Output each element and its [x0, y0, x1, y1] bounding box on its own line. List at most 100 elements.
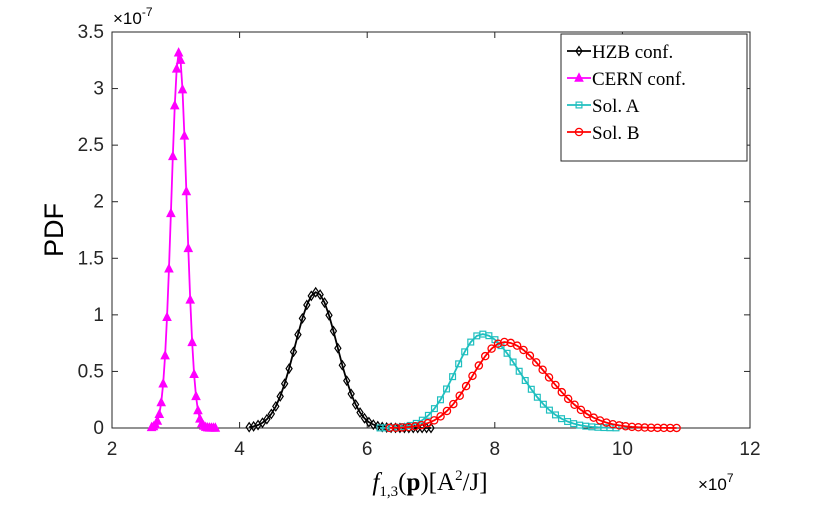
square-marker [443, 385, 451, 393]
diamond-marker [320, 297, 329, 309]
x-tick-label: 8 [490, 439, 501, 460]
triangle-marker [175, 54, 186, 64]
diamond-marker [347, 388, 355, 400]
square-marker [545, 406, 553, 414]
circle-marker [512, 341, 522, 350]
triangle-marker [210, 422, 221, 432]
circle-marker [487, 344, 496, 353]
legend-entry: CERN conf. [567, 69, 686, 90]
diamond-marker [356, 407, 364, 418]
svg-text:×10-7: ×10-7 [113, 5, 153, 28]
circle-marker [627, 422, 637, 432]
circle-marker [551, 380, 560, 390]
x-tick-label: 2 [107, 439, 118, 460]
legend-label: HZB conf. [592, 42, 673, 63]
series-line [151, 52, 216, 429]
circle-marker [519, 345, 528, 355]
diamond-marker [316, 289, 324, 301]
diamond-marker [276, 390, 284, 402]
circle-marker [666, 423, 675, 433]
diamond-marker [338, 359, 347, 371]
triangle-marker [185, 294, 196, 304]
diamond-marker [272, 400, 280, 412]
square-marker [455, 360, 463, 368]
circle-marker [653, 423, 662, 433]
diamond-marker [369, 419, 378, 431]
y-axis-label: PDF [39, 203, 69, 257]
diamond-marker [298, 312, 307, 324]
circle-marker [442, 406, 452, 416]
diamond-marker [294, 329, 302, 341]
diamond-marker [575, 45, 583, 57]
circle-marker [404, 422, 413, 432]
circle-marker [468, 371, 477, 381]
y-tick-label: 3 [93, 79, 104, 100]
circle-marker [429, 416, 439, 425]
triangle-marker [154, 408, 165, 418]
x-tick-label: 6 [362, 439, 373, 460]
diamond-marker [267, 408, 276, 420]
square-marker [449, 373, 457, 381]
circle-marker [576, 405, 586, 415]
diamond-marker [263, 413, 271, 425]
y-tick-label: 3.5 [78, 22, 104, 43]
y-tick-label: 1.5 [78, 248, 104, 269]
diamond-marker [280, 378, 289, 390]
circle-marker [659, 423, 669, 433]
circle-marker [474, 361, 484, 370]
triangle-marker [171, 63, 182, 73]
x-tick-label: 4 [234, 439, 245, 460]
circle-marker [583, 409, 592, 419]
svg-text:f1,3(p)[A2/J]: f1,3(p)[A2/J] [372, 468, 487, 500]
legend-entry: Sol. B [567, 123, 640, 144]
circle-marker [646, 423, 656, 432]
circle-marker [455, 391, 464, 400]
diamond-marker [258, 417, 267, 429]
square-marker [436, 396, 444, 404]
circle-marker [385, 423, 394, 433]
square-marker [503, 349, 511, 357]
square-marker [527, 385, 535, 393]
triangle-marker [156, 396, 167, 407]
legend: HZB conf. CERN conf. Sol. A Sol. B [560, 33, 748, 162]
circle-marker [480, 351, 490, 361]
square-marker [509, 358, 517, 366]
triangle-marker [181, 185, 192, 196]
circle-marker [525, 351, 535, 360]
circle-marker [570, 400, 579, 410]
y-tick-label: 1 [93, 305, 104, 326]
x-tick-label: 12 [739, 439, 760, 460]
diamond-marker [365, 416, 373, 428]
diamond-marker [360, 412, 369, 424]
triangle-marker [183, 242, 194, 253]
triangle-marker [177, 83, 188, 94]
circle-marker [436, 412, 445, 421]
series-layer [146, 47, 681, 434]
legend-box [560, 33, 748, 162]
svg-text:×107: ×107 [698, 471, 734, 494]
x-tick-label: 10 [612, 439, 633, 460]
diamond-marker [289, 346, 298, 358]
triangle-marker [189, 368, 199, 378]
square-marker [461, 348, 469, 356]
diamond-marker [343, 375, 351, 387]
diamond-marker [329, 325, 338, 337]
circle-marker [398, 423, 407, 432]
circle-marker [640, 423, 649, 432]
legend-label: CERN conf. [592, 69, 686, 90]
square-marker [485, 332, 493, 340]
circle-marker [410, 422, 420, 431]
diamond-marker [285, 363, 293, 375]
triangle-marker [191, 390, 201, 401]
circle-marker [544, 373, 554, 382]
series-sol-b [385, 337, 681, 433]
series-line [249, 291, 431, 429]
circle-marker [449, 399, 458, 409]
circle-marker [532, 358, 541, 367]
triangle-marker [169, 99, 180, 110]
circle-marker [574, 127, 584, 137]
x-axis-label: f1,3(p)[A2/J] [372, 468, 487, 500]
square-marker [467, 338, 475, 346]
triangle-marker [173, 47, 184, 57]
